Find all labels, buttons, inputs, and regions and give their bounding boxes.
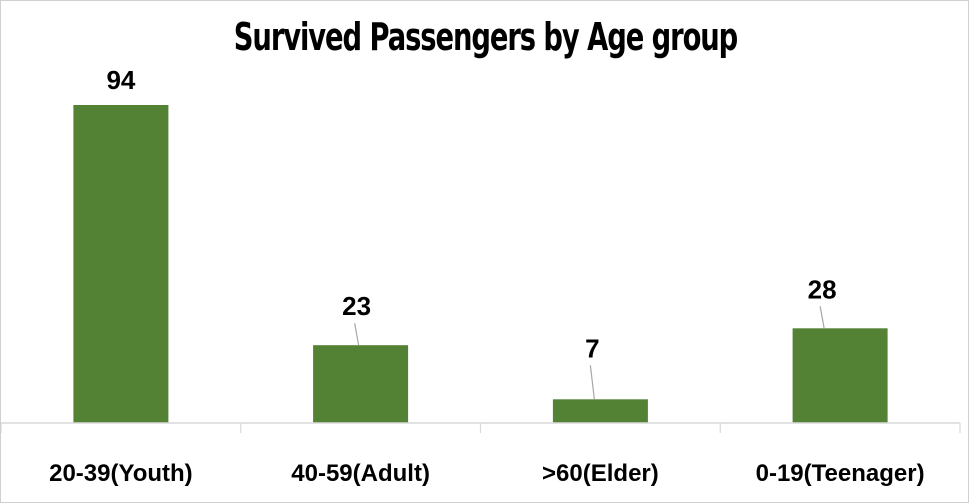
x-tick-label-3: >60(Elder) — [542, 460, 659, 487]
x-tick-label-2: 40-59(Adult) — [291, 460, 430, 487]
data-labels: 94 23 7 28 — [106, 65, 836, 363]
bar-3 — [552, 399, 648, 423]
leader-line-4 — [819, 306, 825, 329]
data-label-3: 7 — [585, 333, 599, 363]
leader-lines — [354, 306, 825, 400]
bar-4 — [792, 328, 888, 423]
bar-1 — [73, 105, 169, 423]
chart-title: Survived Passengers by Age group — [233, 15, 738, 59]
data-label-4: 28 — [808, 274, 837, 304]
bars-layer — [73, 105, 888, 423]
x-tick-label-4: 0-19(Teenager) — [756, 460, 925, 487]
x-axis: 20-39(Youth) 40-59(Adult) >60(Elder) 0-19(T… — [1, 422, 961, 487]
x-tick-label-1: 20-39(Youth) — [49, 460, 193, 487]
bar-2 — [313, 345, 409, 423]
data-label-2: 23 — [342, 291, 371, 321]
leader-line-2 — [354, 323, 360, 346]
leader-line-3 — [589, 365, 595, 400]
data-label-1: 94 — [106, 65, 135, 95]
